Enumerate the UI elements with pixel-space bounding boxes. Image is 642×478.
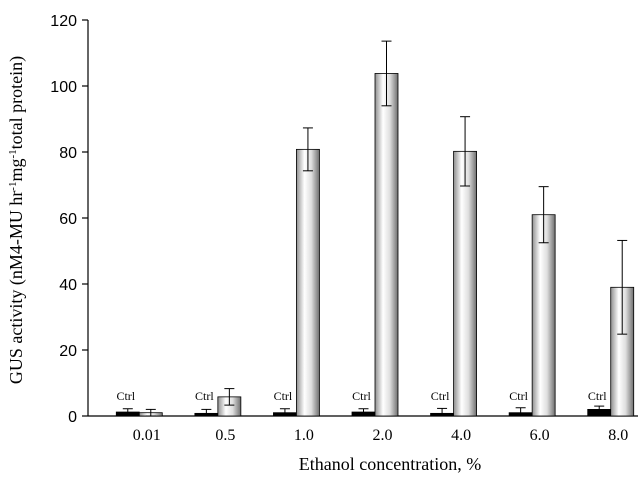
ctrl-label: Ctrl	[116, 389, 135, 403]
labels: Ctrl 0.01 Ctrl 0.5 Ctrl 1.0 Ctrl 2.0 Ctrl 4.0 Ctrl…	[116, 389, 628, 444]
y-tick-label: 40	[59, 277, 77, 294]
x-tick-label: 2.0	[373, 427, 393, 444]
ctrl-label: Ctrl	[195, 389, 214, 403]
y-tick-label: 120	[50, 13, 77, 30]
bar-ethanol	[531, 214, 556, 417]
bar-ethanol	[374, 73, 399, 417]
y-tick-label: 20	[59, 343, 77, 360]
y-tick-label: 100	[50, 79, 77, 96]
x-tick-label: 4.0	[451, 427, 471, 444]
x-tick-label: 8.0	[608, 427, 628, 444]
x-tick-label: 6.0	[530, 427, 550, 444]
x-tick-label: 1.0	[294, 427, 314, 444]
y-tick-label: 80	[59, 145, 77, 162]
axes: 0 20 40 60 80 100 120	[50, 13, 638, 426]
ctrl-label: Ctrl	[274, 389, 293, 403]
ctrl-label: Ctrl	[352, 389, 371, 403]
x-tick-label: 0.01	[133, 427, 161, 444]
bars	[115, 40, 635, 417]
y-axis-title: GUS activity (nM4-MU hr-1mg-1total prote…	[6, 56, 27, 384]
ctrl-label: Ctrl	[588, 389, 607, 403]
x-axis-title: Ethanol concentration, %	[299, 454, 481, 474]
y-tick-label: 60	[59, 211, 77, 228]
bar-ethanol	[296, 148, 320, 417]
ctrl-label: Ctrl	[431, 389, 450, 403]
ctrl-label: Ctrl	[509, 389, 528, 403]
x-tick-label: 0.5	[215, 427, 235, 444]
y-tick-label: 0	[68, 409, 77, 426]
bar-ethanol	[453, 150, 477, 417]
